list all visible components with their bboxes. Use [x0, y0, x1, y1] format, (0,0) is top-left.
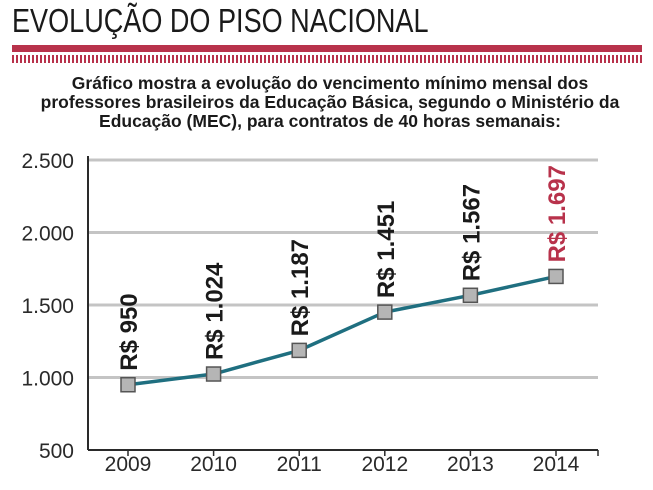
data-label: R$ 1.697 [544, 165, 571, 262]
data-point [377, 304, 393, 320]
chart-subtitle: Gráfico mostra a evolução do vencimento … [20, 74, 640, 131]
data-point [548, 268, 564, 285]
y-tick-label: 1.500 [21, 295, 74, 318]
title-tick-strip [12, 55, 642, 63]
subtitle-line: Gráfico mostra a evolução do vencimento … [71, 73, 589, 93]
data-point [205, 366, 222, 382]
data-point [120, 377, 136, 393]
subtitle-line: professores brasileiros da Educação Bási… [40, 92, 620, 112]
subtitle-line: Educação (MEC), para contratos de 40 hor… [99, 111, 561, 131]
y-tick-label: 2.000 [21, 223, 74, 246]
y-tick-label: 1.000 [21, 368, 74, 391]
x-tick-label: 2011 [277, 453, 322, 476]
x-tick-label: 2013 [447, 453, 494, 476]
x-tick-label: 2009 [105, 453, 152, 476]
x-tick-label: 2012 [361, 453, 408, 476]
data-label: R$ 1.024 [202, 262, 229, 360]
x-tick-label: 2014 [533, 453, 580, 476]
data-label: R$ 1.451 [373, 201, 400, 298]
y-tick-label: 500 [39, 440, 74, 463]
data-point [462, 287, 479, 304]
data-label: R$ 1.567 [458, 184, 485, 281]
x-tick-label: 2010 [190, 453, 237, 476]
y-tick-label: 2.500 [21, 150, 74, 173]
title-underline [12, 45, 642, 52]
series-line [127, 274, 557, 387]
data-label: R$ 1.187 [287, 239, 314, 336]
data-point [291, 342, 307, 359]
data-label: R$ 950 [116, 293, 143, 370]
chart-title: EVOLUÇÃO DO PISO NACIONAL [12, 2, 429, 39]
